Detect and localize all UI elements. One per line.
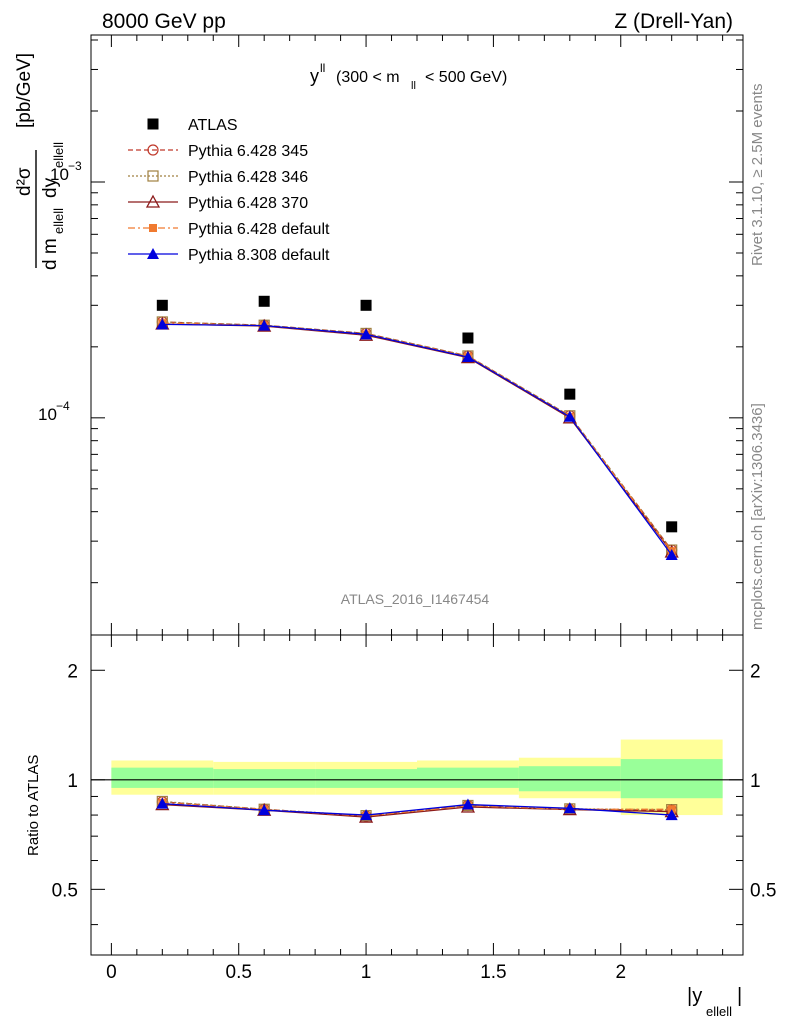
main-ylabel: d²σ d m ellell dy ellell [pb/GeV] [14, 53, 66, 270]
series-line [162, 321, 673, 551]
plot-label-sup: ll [320, 61, 325, 75]
legend-marker [147, 248, 159, 259]
data-point [360, 299, 372, 311]
ytick-exp-1e-3: −3 [68, 159, 82, 173]
main-series [155, 295, 679, 561]
series-point [360, 328, 373, 340]
ratio-axis-ticks: 0.5 0.5 1 1 2 2 0 0.5 1 1.5 2 [52, 635, 776, 983]
data-point [462, 332, 474, 344]
ylabel-denominator-sub1: ellell [51, 208, 66, 234]
ratio-uncertainty-bands [91, 739, 743, 816]
main-axis-ticks [91, 35, 743, 635]
data-point [666, 521, 678, 533]
ratio-series-point [258, 804, 271, 816]
ratio-ytick-label: 1 [67, 771, 78, 792]
xlabel: |y ellell | [687, 985, 742, 1019]
band-inner [417, 767, 519, 788]
plot-label-y: y [310, 66, 319, 86]
ratio-ytick-label: 0.5 [52, 880, 78, 901]
side-mcplots-text: mcplots.cern.ch [arXiv:1306.3436] [749, 403, 766, 630]
xlabel-sub: ellell [706, 1004, 732, 1019]
band-inner [620, 759, 723, 799]
header-left: 8000 GeV pp [102, 10, 226, 33]
ratio-ytick-label: 2 [67, 661, 78, 682]
plot-label-range-sub: ll [411, 80, 416, 92]
series-point [461, 351, 474, 363]
ylabel-denominator-b: dy [40, 177, 61, 198]
ratio-series [155, 795, 679, 823]
xtick-label: 0.5 [226, 962, 252, 983]
legend-marker [149, 224, 157, 232]
band-inner [111, 767, 214, 788]
series-line [162, 323, 673, 553]
series-point [156, 318, 169, 330]
series-point [258, 319, 271, 331]
ratio-series-point [665, 809, 678, 821]
xlabel-main: |y [687, 985, 702, 1007]
xtick-label: 1 [361, 962, 372, 983]
legend-label: ATLAS [188, 117, 238, 134]
band-inner [213, 769, 316, 788]
ylabel-denominator-a: d m [40, 238, 61, 270]
data-point [564, 388, 576, 400]
plot-label-range-b: < 500 GeV) [425, 69, 507, 86]
ratio-series-point [156, 797, 169, 809]
legend-label: Pythia 6.428 default [188, 221, 330, 238]
main-ytick-1e-4: 10 −4 [38, 399, 70, 424]
ytick-label-1e-4: 10 [38, 405, 57, 424]
series-line [162, 322, 673, 552]
ylabel-numerator: d²σ [14, 167, 35, 196]
series-point [563, 410, 576, 422]
side-rivet-text: Rivet 3.1.10, ≥ 2.5M events [749, 84, 766, 267]
plot-label: y ll (300 < m ll < 500 GeV) [310, 61, 507, 92]
series-line [162, 323, 673, 556]
header-right: Z (Drell-Yan) [614, 10, 733, 33]
legend-marker [145, 194, 161, 208]
ytick-exp-1e-4: −4 [56, 399, 70, 413]
xtick-label: 1.5 [480, 962, 506, 983]
plot-label-range-a: (300 < m [336, 69, 400, 86]
ratio-ytick-label-right: 2 [750, 661, 761, 682]
ratio-ytick-label-right: 0.5 [750, 880, 776, 901]
data-point [258, 295, 270, 307]
legend-marker [147, 144, 159, 156]
legend-label: Pythia 6.428 346 [188, 169, 308, 186]
band-inner [518, 766, 621, 792]
legend-label: Pythia 6.428 345 [188, 143, 308, 160]
ratio-series-point [461, 798, 474, 810]
ytick-label-1e-3: 10 [50, 165, 69, 184]
ylabel-denominator-sub2: ellell [51, 142, 66, 168]
ratio-ylabel: Ratio to ATLAS [25, 755, 42, 856]
xtick-label: 2 [615, 962, 626, 983]
legend-label: Pythia 8.308 default [188, 247, 330, 264]
ratio-series-point [563, 802, 576, 814]
ratio-series-line [162, 802, 672, 816]
series-point [665, 549, 678, 561]
main-ytick-1e-3: 10 −3 [50, 159, 82, 184]
xtick-label: 0 [106, 962, 117, 983]
data-point [156, 299, 168, 311]
analysis-watermark: ATLAS_2016_I1467454 [341, 591, 490, 607]
ratio-ytick-label-right: 1 [750, 771, 761, 792]
legend: ATLAS Pythia 6.428 345 Pythia 6.428 346 Pyt… [128, 117, 330, 264]
series-line [162, 321, 673, 551]
legend-marker [147, 170, 159, 182]
band-inner [315, 769, 417, 788]
ylabel-unit: [pb/GeV] [14, 53, 35, 128]
ratio-series-point [360, 809, 373, 821]
legend-marker [147, 118, 159, 130]
legend-label: Pythia 6.428 370 [188, 195, 308, 212]
xlabel-end: | [737, 985, 742, 1007]
